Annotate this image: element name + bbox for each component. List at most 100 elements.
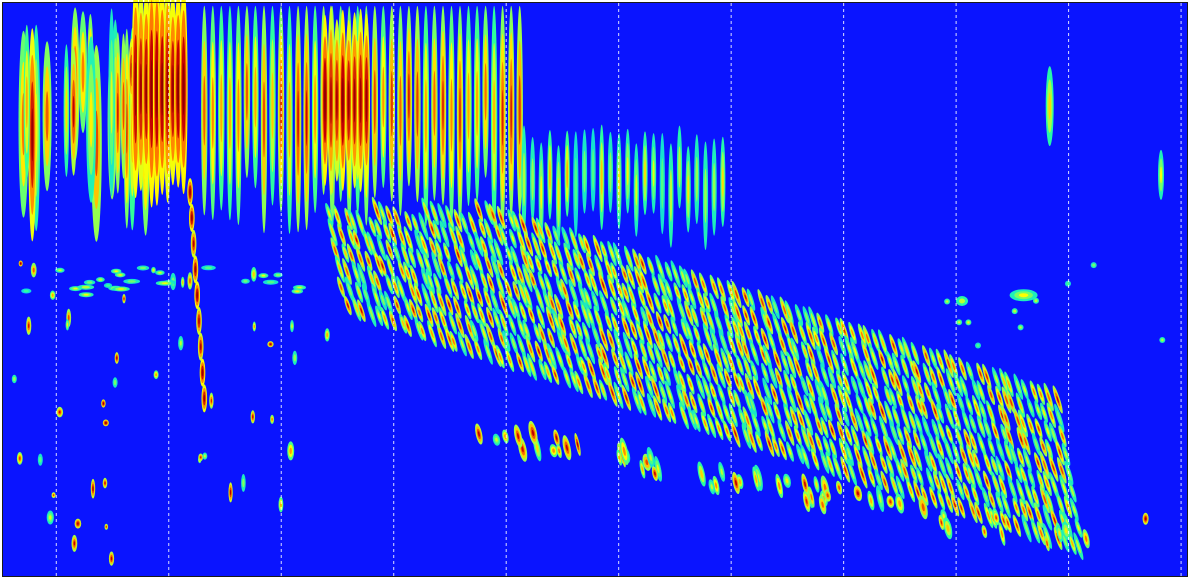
heatmap-cell: [1033, 297, 1039, 304]
heatmap-cell: [258, 273, 269, 279]
heatmap-cell: [784, 300, 794, 325]
heatmap-cell: [668, 143, 674, 248]
heatmap-cell: [111, 268, 122, 274]
heatmap-cell: [490, 5, 498, 229]
heatmap-cell: [1056, 456, 1067, 484]
heatmap-cell: [772, 347, 782, 372]
heatmap-cell: [621, 298, 632, 324]
heatmap-cell: [241, 278, 250, 284]
heatmap-cell: [344, 295, 352, 316]
heatmap-cell: [732, 298, 743, 327]
heatmap-cell: [517, 334, 526, 359]
heatmap-cell: [449, 330, 458, 352]
heatmap-cell: [408, 247, 416, 269]
heatmap-cell: [888, 368, 897, 391]
heatmap-cell: [670, 316, 679, 337]
heatmap-cell: [473, 338, 483, 361]
heatmap-cell: [814, 378, 824, 404]
heatmap-cell: [672, 333, 681, 356]
heatmap-cell: [346, 243, 356, 268]
heatmap-cell: [542, 339, 553, 369]
heatmap-cell: [897, 439, 908, 468]
heatmap-cell: [673, 367, 682, 391]
heatmap-cell: [794, 304, 804, 326]
heatmap-cell: [987, 384, 996, 405]
heatmap-cell: [905, 477, 916, 503]
heatmap-cell: [965, 319, 972, 326]
heatmap-cell: [978, 399, 987, 422]
heatmap-cell: [943, 349, 954, 378]
heatmap-cell: [829, 438, 838, 459]
heatmap-cell: [938, 514, 945, 531]
heatmap-cell: [867, 490, 875, 511]
heatmap-cell: [581, 129, 588, 214]
heatmap-cell: [575, 353, 585, 375]
heatmap-cell: [18, 260, 23, 267]
heatmap-cell: [56, 406, 64, 418]
heatmap-cell: [530, 137, 536, 222]
heatmap-cell: [803, 409, 814, 436]
heatmap-cell: [867, 397, 877, 421]
heatmap-cell: [291, 288, 304, 294]
heatmap-cell: [536, 305, 546, 329]
heatmap-cell: [483, 287, 493, 312]
heatmap-cell: [783, 369, 792, 392]
heatmap-cell: [385, 273, 394, 295]
heatmap-cell: [780, 350, 790, 375]
heatmap-cell: [995, 385, 1004, 409]
heatmap-cell: [583, 287, 592, 310]
heatmap-cell: [805, 359, 814, 381]
heatmap-cell: [1000, 423, 1009, 445]
heatmap-cell: [201, 265, 216, 271]
heatmap-cell: [525, 334, 536, 363]
heatmap-cell: [629, 319, 638, 340]
heatmap-cell: [709, 274, 719, 300]
heatmap-cell: [929, 486, 938, 509]
heatmap-cell: [871, 382, 880, 404]
heatmap-cell: [582, 234, 592, 258]
heatmap-cell: [346, 225, 357, 250]
heatmap-cell: [765, 294, 774, 315]
heatmap-cell: [962, 482, 971, 502]
heatmap-cell: [1001, 405, 1011, 431]
heatmap-cell: [371, 5, 378, 199]
heatmap-cell: [327, 218, 338, 247]
heatmap-cell: [718, 461, 726, 482]
heatmap-cell: [260, 5, 268, 234]
heatmap-cell: [598, 323, 609, 352]
heatmap-cell: [120, 33, 127, 179]
heatmap-cell: [517, 316, 526, 340]
heatmap-cell: [37, 453, 43, 466]
heatmap-cell: [805, 375, 816, 402]
heatmap-cell: [762, 377, 773, 406]
heatmap-cell: [624, 351, 634, 376]
heatmap-cell: [626, 264, 636, 290]
heatmap-cell: [578, 233, 586, 254]
heatmap-cell: [345, 20, 353, 181]
heatmap-cell: [519, 301, 527, 323]
heatmap-cell: [757, 289, 768, 316]
heatmap-cell: [981, 525, 988, 539]
heatmap-cell: [403, 315, 412, 337]
heatmap-cell: [945, 492, 953, 513]
heatmap-cell: [192, 255, 199, 284]
heatmap-cell: [693, 324, 701, 344]
heatmap-cell: [519, 245, 531, 274]
heatmap-cell: [844, 335, 855, 363]
heatmap-cell: [368, 216, 377, 237]
heatmap-cell: [906, 441, 917, 470]
heatmap-cell: [617, 348, 627, 374]
heatmap-cell: [351, 294, 362, 322]
heatmap-cell: [783, 473, 791, 488]
heatmap-cell: [915, 395, 924, 417]
heatmap-cell: [944, 298, 951, 305]
heatmap-cell: [694, 358, 703, 379]
heatmap-cell: [427, 320, 437, 348]
heatmap-cell: [892, 368, 903, 397]
heatmap-cell: [918, 495, 928, 520]
heatmap-cell: [187, 178, 193, 207]
heatmap-cell: [962, 463, 971, 485]
heatmap-cell: [683, 268, 692, 290]
heatmap-cell: [952, 406, 962, 431]
heatmap-cell: [814, 432, 824, 455]
